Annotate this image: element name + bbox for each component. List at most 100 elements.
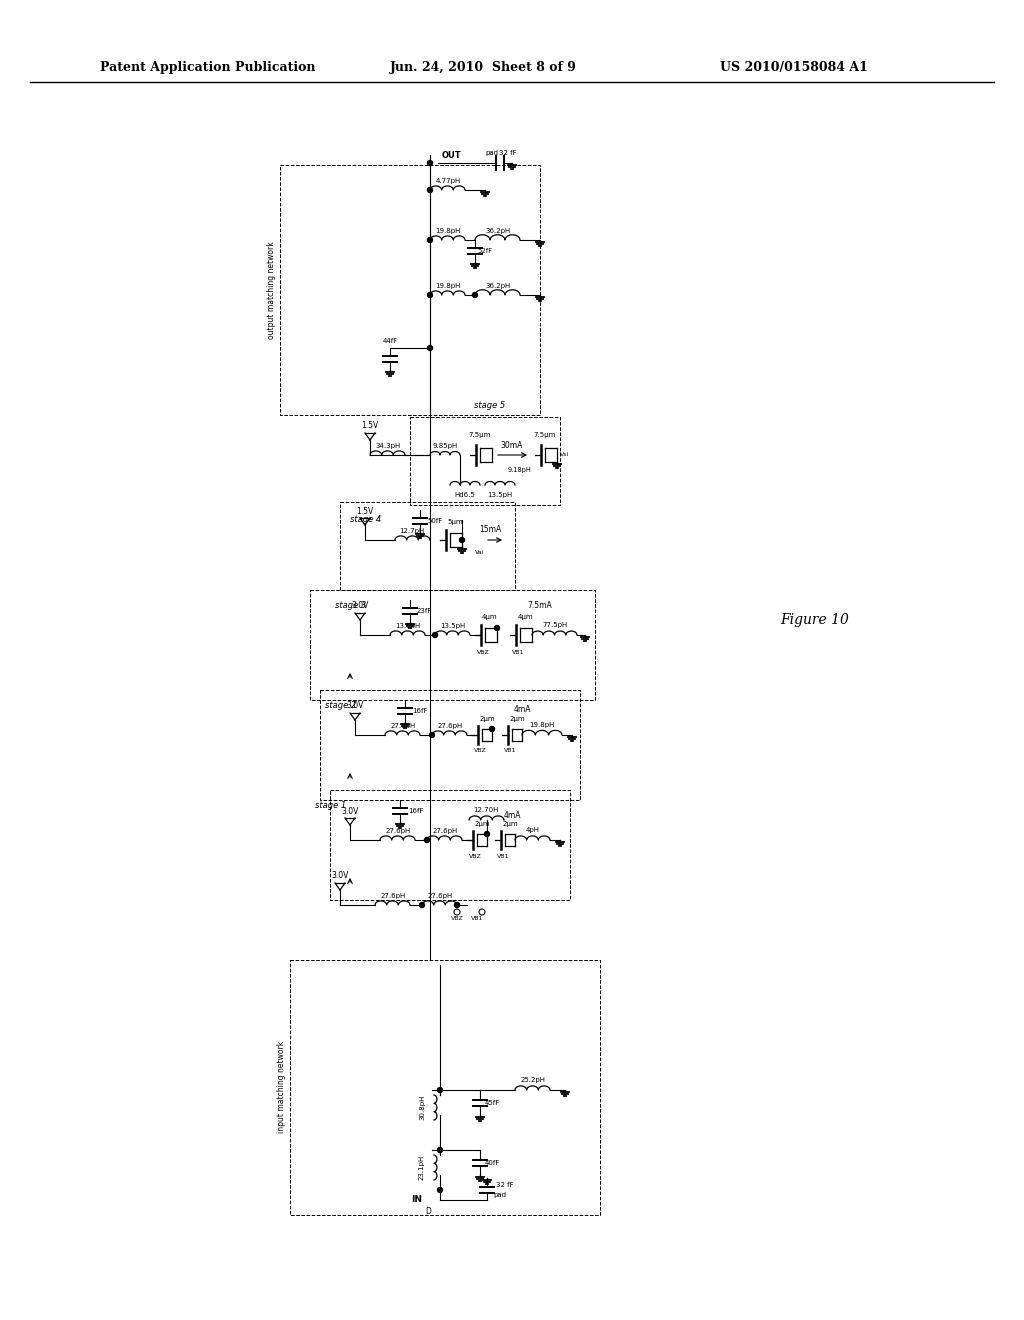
Text: VBZ: VBZ [474,748,486,754]
Text: 2μm: 2μm [509,715,525,722]
Text: 40fF: 40fF [484,1160,500,1166]
Text: VB1: VB1 [497,854,509,858]
Text: VB1: VB1 [512,651,524,656]
Circle shape [427,346,432,351]
Text: pad: pad [494,1192,507,1199]
Text: 13.5pH: 13.5pH [440,623,466,630]
Circle shape [489,726,495,731]
Text: stage 2: stage 2 [325,701,356,710]
Text: 7.5mA: 7.5mA [527,601,552,610]
Text: 1.5V: 1.5V [361,421,379,430]
Text: 32 fF: 32 fF [497,1181,514,1188]
Text: 7.5μm: 7.5μm [534,432,556,438]
Text: 25.2pH: 25.2pH [520,1077,546,1082]
Text: 3.0V: 3.0V [341,807,358,816]
Text: 27.6pH: 27.6pH [427,894,453,899]
Text: 36.2pH: 36.2pH [485,228,511,234]
Circle shape [427,187,432,193]
Text: 16fF: 16fF [413,708,428,714]
Text: IN: IN [411,1196,422,1204]
Text: Figure 10: Figure 10 [780,612,849,627]
Text: 16fF: 16fF [409,808,424,814]
Text: 3.0V: 3.0V [351,602,369,610]
Text: 30.8pH: 30.8pH [419,1094,425,1119]
Text: 27.6pH: 27.6pH [385,828,411,834]
Text: 4mA: 4mA [503,810,521,820]
Text: US 2010/0158084 A1: US 2010/0158084 A1 [720,62,868,74]
Text: VB1: VB1 [471,916,483,921]
Circle shape [425,837,429,842]
Text: 4pH: 4pH [526,828,540,833]
Text: stage 5: stage 5 [474,400,506,409]
Circle shape [429,733,434,738]
Text: VBZ: VBZ [469,854,481,858]
Text: 36.2pH: 36.2pH [485,282,511,289]
Text: 12.70H: 12.70H [473,807,499,813]
Circle shape [437,1147,442,1152]
Text: 77.5pH: 77.5pH [543,622,567,628]
Text: 13.5pH: 13.5pH [395,623,421,630]
Text: 12.7pH: 12.7pH [399,528,425,535]
Text: OUT: OUT [442,150,462,160]
Circle shape [427,161,432,165]
Circle shape [420,903,425,908]
Text: VBZ: VBZ [476,651,489,656]
Text: 3.0V: 3.0V [346,701,364,710]
Text: 50fF: 50fF [427,517,442,524]
Circle shape [427,238,432,243]
Circle shape [484,832,489,837]
Text: output matching network: output matching network [267,242,276,339]
Circle shape [427,293,432,297]
Text: 27.6pH: 27.6pH [380,894,406,899]
Text: 4μm: 4μm [517,614,532,620]
Text: Vai: Vai [475,549,484,554]
Text: input matching network: input matching network [278,1041,287,1133]
Text: Hd6.5: Hd6.5 [455,492,475,498]
Text: 45fF: 45fF [484,1100,500,1106]
Text: 19.8pH: 19.8pH [435,282,461,289]
Text: Jun. 24, 2010  Sheet 8 of 9: Jun. 24, 2010 Sheet 8 of 9 [390,62,577,74]
Text: 2μm: 2μm [502,821,518,828]
Circle shape [437,1088,442,1093]
Circle shape [455,903,460,908]
Text: 15mA: 15mA [479,525,501,535]
Text: 27.6pH: 27.6pH [437,723,463,729]
Text: 52fF: 52fF [477,248,493,253]
Text: stage 1: stage 1 [315,800,346,809]
Text: 9.18pH: 9.18pH [508,467,531,473]
Text: 4mA: 4mA [513,705,530,714]
Text: 4μm: 4μm [482,614,498,620]
Circle shape [437,1188,442,1192]
Text: 32 fF: 32 fF [499,150,517,156]
Text: D: D [425,1208,431,1217]
Circle shape [495,626,500,631]
Text: 19.8pH: 19.8pH [529,722,555,729]
Text: 30mA: 30mA [501,441,523,450]
Circle shape [460,537,465,543]
Text: 23fF: 23fF [417,609,432,614]
Text: 3.0V: 3.0V [332,871,349,880]
Text: 27.6pH: 27.6pH [390,723,416,729]
Text: pad: pad [485,150,499,156]
Text: 34.3pH: 34.3pH [376,444,400,449]
Text: 44fF: 44fF [382,338,397,345]
Circle shape [432,632,437,638]
Text: 23.1pH: 23.1pH [419,1155,425,1180]
Text: 27.6pH: 27.6pH [432,828,458,834]
Text: 9.85pH: 9.85pH [432,444,458,449]
Text: VB1: VB1 [504,748,516,754]
Text: VBZ: VBZ [451,916,464,921]
Circle shape [472,293,477,297]
Text: 19.8pH: 19.8pH [435,228,461,234]
Text: 2μm: 2μm [474,821,489,828]
Text: 7.5μm: 7.5μm [469,432,492,438]
Text: 4.77pH: 4.77pH [435,178,461,183]
Text: 2μm: 2μm [479,715,495,722]
Text: stage 4: stage 4 [350,516,381,524]
Text: 13.5pH: 13.5pH [487,492,513,498]
Text: 1.5V: 1.5V [356,507,374,516]
Text: Patent Application Publication: Patent Application Publication [100,62,315,74]
Text: Vsi: Vsi [560,453,569,458]
Text: stage 3: stage 3 [335,601,367,610]
Text: 5μm: 5μm [447,519,463,525]
